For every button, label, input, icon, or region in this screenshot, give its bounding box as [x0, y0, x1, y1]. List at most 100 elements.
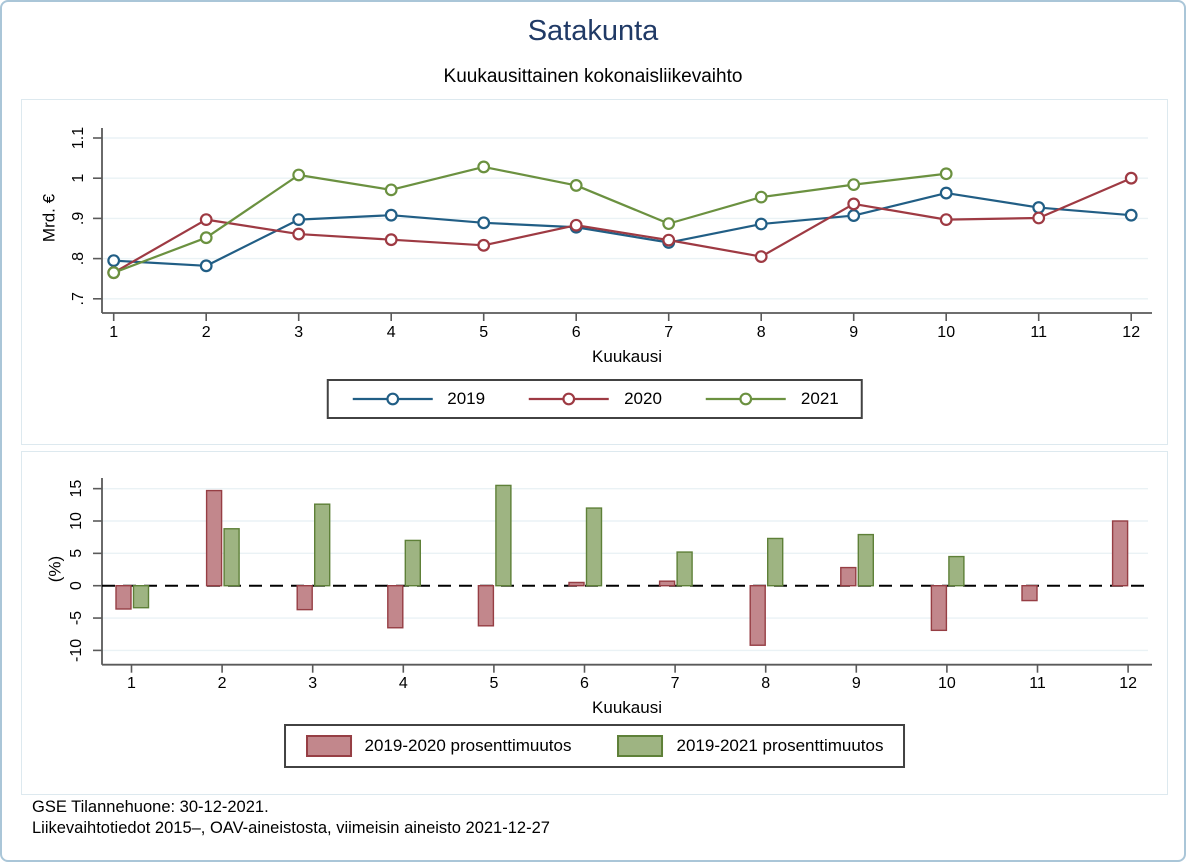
bar [948, 555, 965, 587]
series-2020 [107, 171, 1138, 280]
bar [314, 503, 331, 587]
line-marker-swatch-icon [705, 392, 786, 406]
x-tick-label: 11 [1029, 675, 1046, 692]
x-axis-title: Kuukausi [592, 347, 662, 366]
series-2021-marker [292, 168, 306, 182]
y-tick-label: -10 [68, 639, 85, 662]
bar [132, 584, 150, 609]
legend-label: 2019-2021 prosenttimuutos [676, 736, 884, 755]
series-2019-marker [847, 209, 861, 222]
y-tick-label: 0 [68, 581, 85, 590]
y-axis-title: (%) [45, 556, 64, 582]
series-2019-marker [199, 259, 213, 273]
bar [767, 537, 784, 587]
series-2020-marker [1124, 171, 1138, 185]
bar [296, 584, 313, 611]
x-tick-label: 12 [1122, 324, 1140, 341]
bar [115, 584, 132, 610]
series-2020-marker [662, 233, 676, 247]
series-2021-marker [939, 167, 953, 181]
bar [676, 551, 693, 587]
series-2020-line [113, 177, 1132, 274]
line-marker-swatch-icon [352, 392, 433, 406]
series-2019-marker [477, 216, 491, 230]
series-2020-marker [754, 250, 768, 263]
series-2019-marker [292, 213, 306, 227]
bar [205, 489, 223, 587]
bar [404, 539, 421, 587]
x-tick-label: 3 [308, 675, 317, 692]
y-tick-label: .8 [70, 252, 87, 265]
x-tick-label: 10 [938, 675, 956, 692]
series-2021-line [113, 165, 947, 274]
bar [840, 566, 857, 587]
series-2020-marker [939, 213, 953, 227]
legend-item-2019: 2019 [350, 388, 485, 410]
x-tick-label: 1 [127, 675, 136, 692]
bar [857, 533, 874, 587]
x-tick-label: 7 [671, 675, 680, 692]
chart-subtitle: Kuukausittainen kokonaisliikevaihto [443, 66, 743, 87]
legend-item-2021: 2021 [704, 388, 839, 410]
series-2019-marker [107, 254, 121, 268]
series-2021-marker [569, 179, 583, 192]
x-tick-label: 1 [109, 324, 118, 341]
series-2020-marker [477, 238, 491, 252]
legend-item-2020: 2020 [527, 388, 662, 410]
bar [658, 580, 676, 587]
bar [495, 484, 512, 587]
bar [477, 584, 495, 627]
series-2019-marker [384, 208, 398, 222]
bar [585, 507, 603, 587]
line-marker-swatch-icon [529, 392, 610, 406]
bar [1111, 520, 1129, 587]
series-2019-2021-prosenttimuutos [132, 484, 965, 609]
legend-label: 2019 [447, 389, 486, 408]
bar [930, 584, 948, 632]
x-tick-label: 7 [664, 324, 673, 341]
series-2020-marker [292, 227, 306, 241]
line-chart-panel: .7.8.9 1 1.1 1 2 3 4 5 6 7 8 9 10 11 12 Mrd. € Kuukausi … [21, 99, 1168, 445]
y-tick-label: .9 [70, 212, 87, 225]
series-2021 [107, 160, 953, 280]
series-2021-marker [754, 190, 768, 204]
series-2019-marker [1032, 201, 1046, 214]
bar-swatch-icon [305, 735, 352, 757]
footer-note-2: Liikevaihtotiedot 2015–, OAV-aineistosta… [32, 819, 550, 837]
x-tick-label: 5 [489, 675, 498, 692]
x-tick-label: 12 [1119, 675, 1137, 692]
series-2021-marker [384, 183, 398, 197]
series-2019-marker [939, 186, 953, 200]
y-tick-label: .7 [70, 292, 87, 305]
x-tick-label: 6 [580, 675, 589, 692]
series-2020-marker [569, 218, 583, 232]
x-tick-label: 8 [757, 324, 766, 341]
y-tick-label: 10 [68, 512, 85, 530]
x-tick-label: 4 [399, 675, 408, 692]
bar [1021, 584, 1038, 602]
legend-item-2019-2020-prosenttimuutos: 2019-2020 prosenttimuutos [305, 735, 572, 757]
y-tick-label: 1 [70, 174, 87, 183]
x-tick-label: 10 [937, 324, 955, 341]
x-tick-label: 2 [218, 675, 227, 692]
line-chart-legend: 2019 2020 2021 [326, 379, 863, 419]
x-tick-label: 4 [387, 324, 396, 341]
legend-label: 2019-2020 prosenttimuutos [364, 736, 572, 755]
series-2021-marker [199, 231, 213, 245]
footer-notes: GSE Tilannehuone: 30-12-2021. Liikevaiht… [32, 797, 550, 839]
y-tick-label: 15 [68, 480, 85, 498]
x-tick-label: 8 [761, 675, 770, 692]
series-2019-marker [754, 217, 768, 231]
y-axis-title: Mrd. € [39, 193, 58, 242]
series-2021-marker [662, 217, 676, 231]
legend-item-2019-2021-prosenttimuutos: 2019-2021 prosenttimuutos [617, 735, 884, 757]
x-tick-label: 9 [852, 675, 861, 692]
x-axis-title: Kuukausi [592, 698, 662, 717]
series-2021-marker [477, 160, 491, 174]
legend-label: 2021 [800, 389, 839, 408]
bar-swatch-icon [617, 735, 664, 757]
series-2021-marker [847, 178, 861, 192]
